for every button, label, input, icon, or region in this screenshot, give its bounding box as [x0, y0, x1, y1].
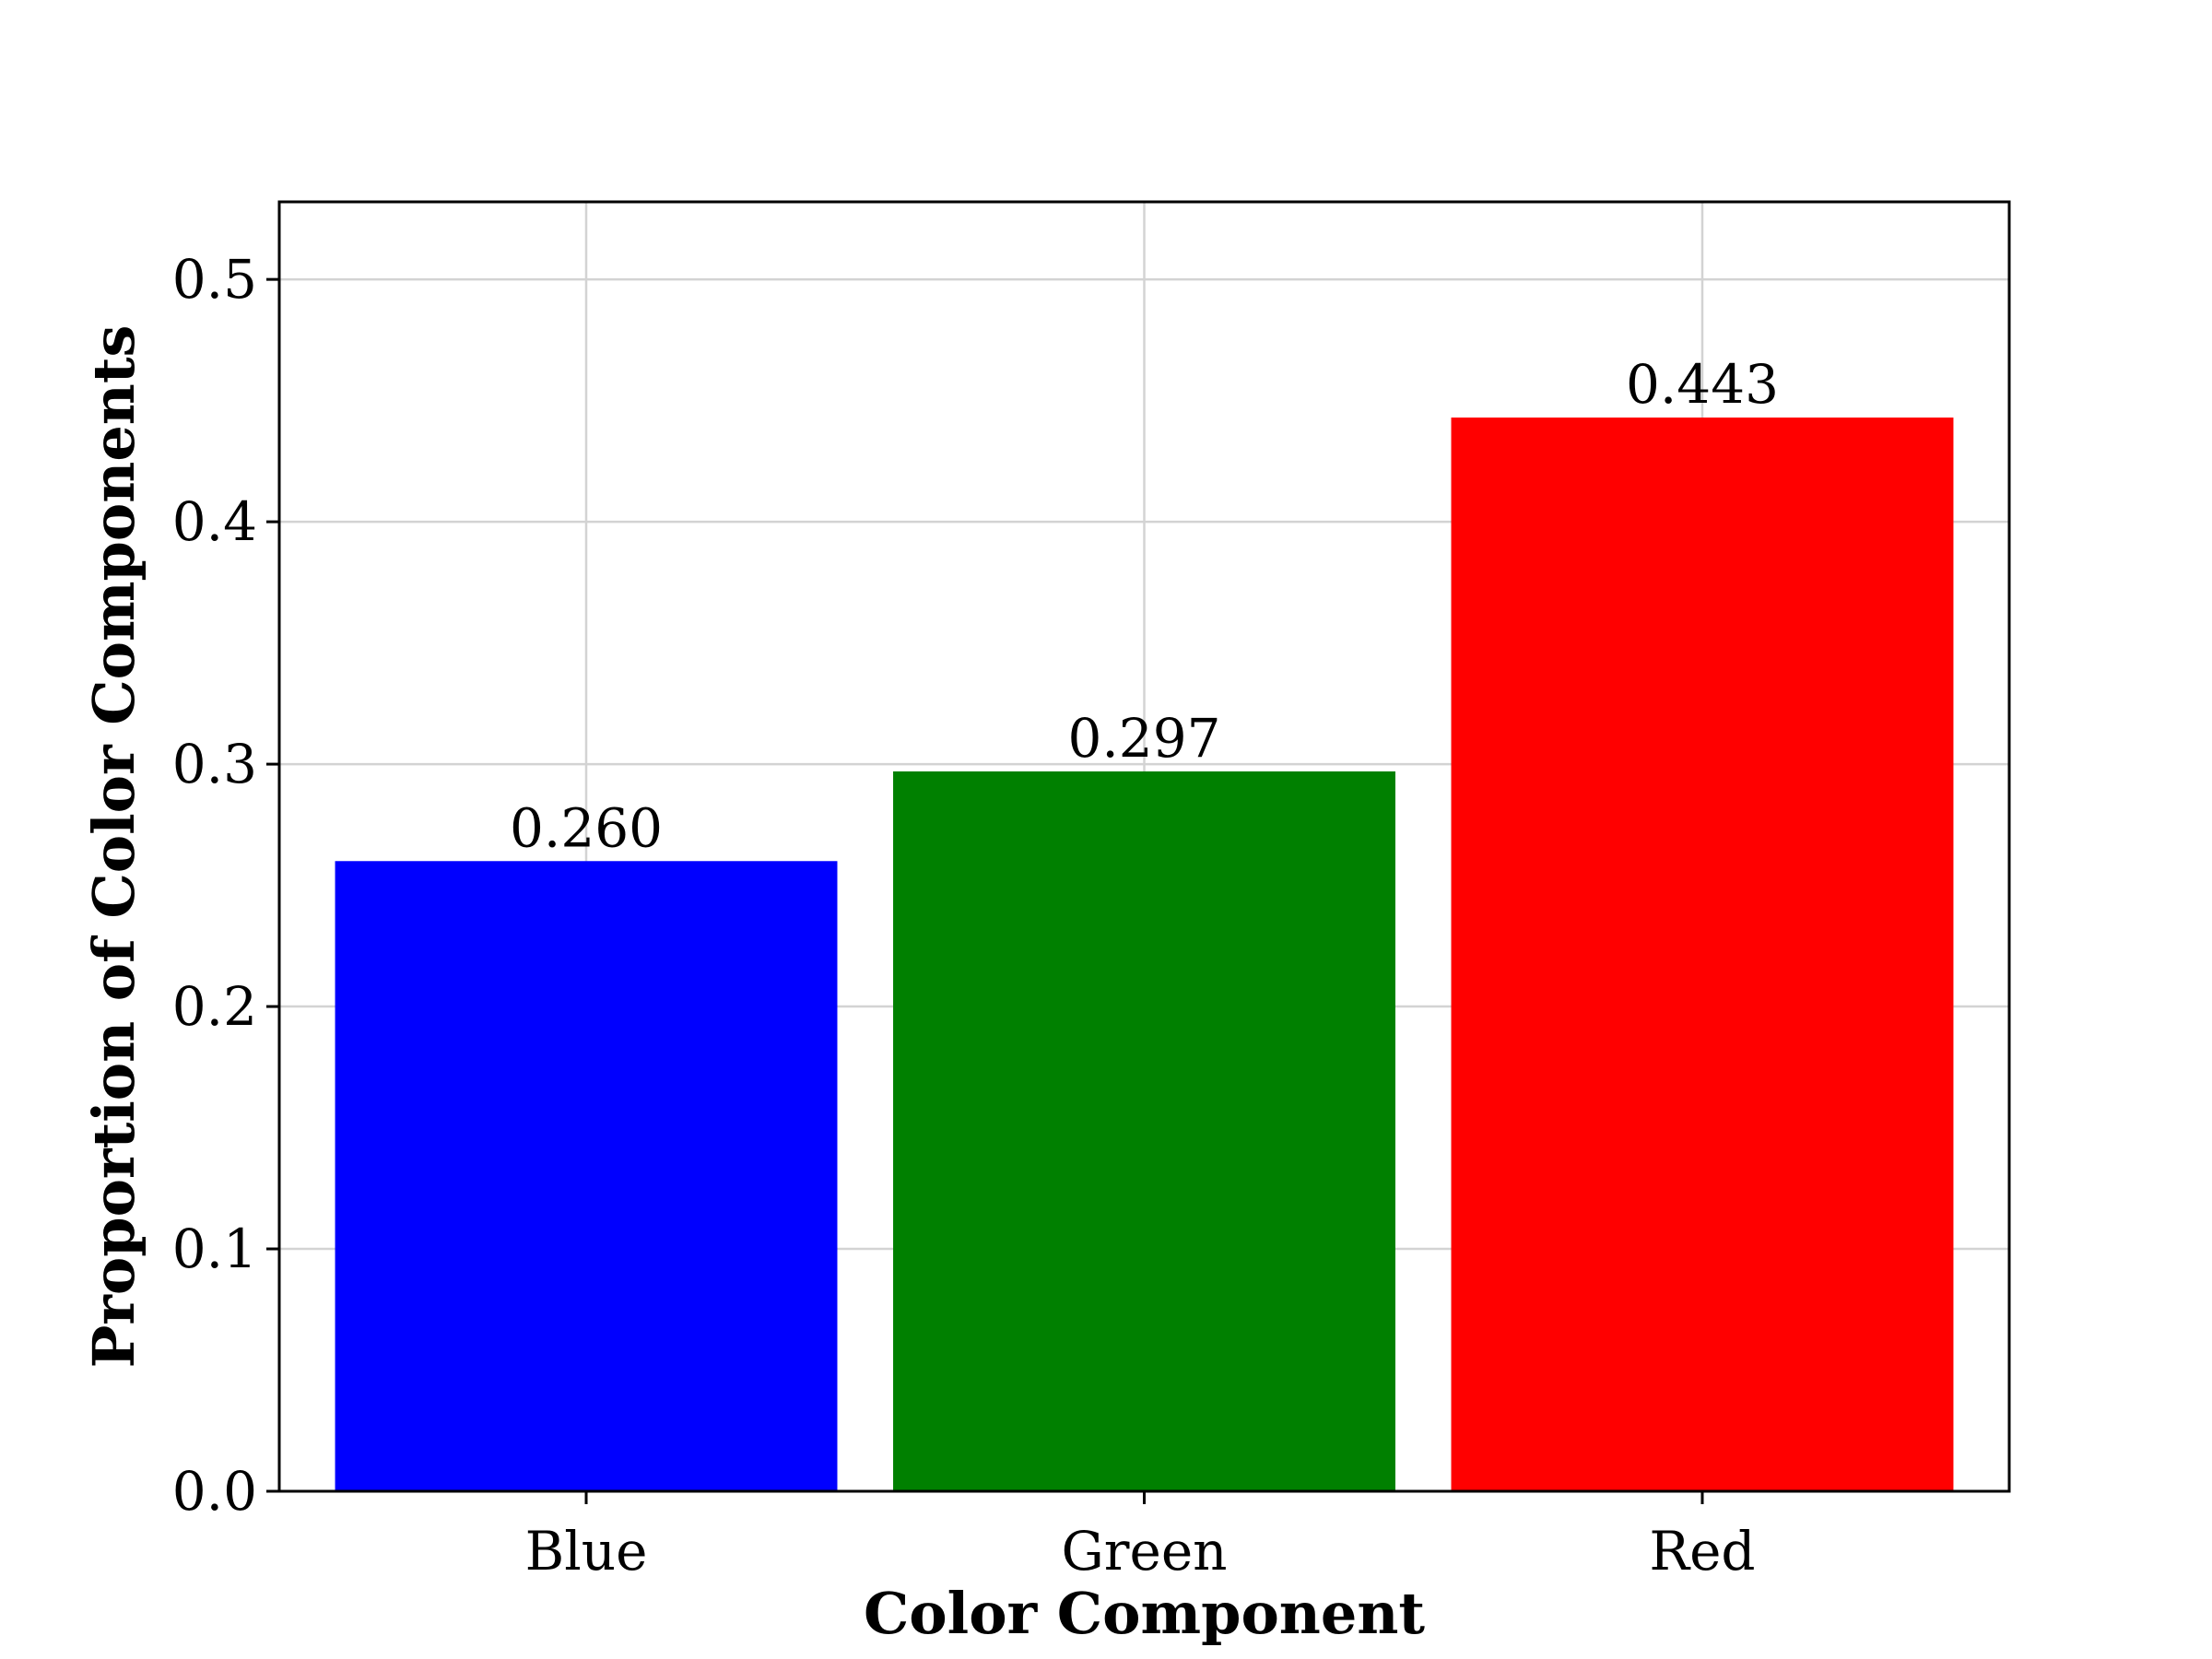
data-label-green: 0.297	[1067, 707, 1220, 770]
labels-layer: 0.0 0.1 0.2 0.3 0.4 0.5 0.260 Blue 0.297 Green 0.4…	[172, 248, 1779, 1583]
data-label-red: 0.443	[1626, 353, 1779, 416]
bar-blue	[335, 861, 838, 1491]
x-tick-label-green: Green	[1061, 1520, 1227, 1583]
y-tick-label: 0.3	[172, 733, 257, 795]
bar-red	[1451, 418, 1954, 1492]
bar-green	[893, 771, 1395, 1491]
y-axis-title: Proportion of Color Components	[80, 325, 147, 1369]
y-tick-label: 0.4	[172, 490, 257, 553]
bars-layer	[335, 418, 1954, 1492]
x-tick-label-blue: Blue	[525, 1520, 648, 1583]
x-axis-title: Color Component	[864, 1580, 1425, 1647]
y-tick-label: 0.0	[172, 1460, 257, 1523]
x-tick-label-red: Red	[1649, 1520, 1755, 1583]
y-tick-label: 0.1	[172, 1218, 257, 1280]
y-tick-label: 0.5	[172, 248, 257, 311]
y-tick-label: 0.2	[172, 975, 257, 1038]
ticks-layer	[266, 277, 1704, 1504]
data-label-blue: 0.260	[510, 796, 663, 859]
